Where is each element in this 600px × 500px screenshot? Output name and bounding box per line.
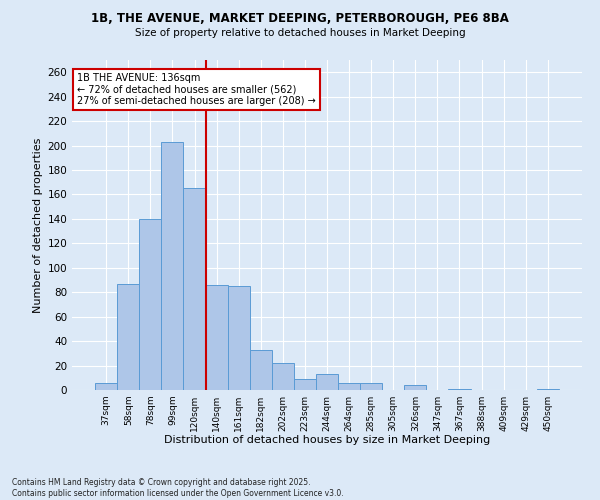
- Text: 1B, THE AVENUE, MARKET DEEPING, PETERBOROUGH, PE6 8BA: 1B, THE AVENUE, MARKET DEEPING, PETERBOR…: [91, 12, 509, 26]
- Text: Size of property relative to detached houses in Market Deeping: Size of property relative to detached ho…: [134, 28, 466, 38]
- X-axis label: Distribution of detached houses by size in Market Deeping: Distribution of detached houses by size …: [164, 436, 490, 446]
- Bar: [272, 363, 294, 390]
- Y-axis label: Number of detached properties: Number of detached properties: [33, 138, 43, 312]
- Bar: [161, 142, 184, 390]
- Bar: [338, 382, 360, 390]
- Bar: [448, 389, 470, 390]
- Bar: [316, 374, 338, 390]
- Bar: [95, 382, 117, 390]
- Bar: [206, 285, 227, 390]
- Bar: [227, 286, 250, 390]
- Text: 1B THE AVENUE: 136sqm
← 72% of detached houses are smaller (562)
27% of semi-det: 1B THE AVENUE: 136sqm ← 72% of detached …: [77, 73, 316, 106]
- Bar: [360, 382, 382, 390]
- Bar: [117, 284, 139, 390]
- Bar: [404, 385, 427, 390]
- Bar: [184, 188, 206, 390]
- Text: Contains HM Land Registry data © Crown copyright and database right 2025.
Contai: Contains HM Land Registry data © Crown c…: [12, 478, 344, 498]
- Bar: [537, 389, 559, 390]
- Bar: [139, 219, 161, 390]
- Bar: [294, 379, 316, 390]
- Bar: [250, 350, 272, 390]
